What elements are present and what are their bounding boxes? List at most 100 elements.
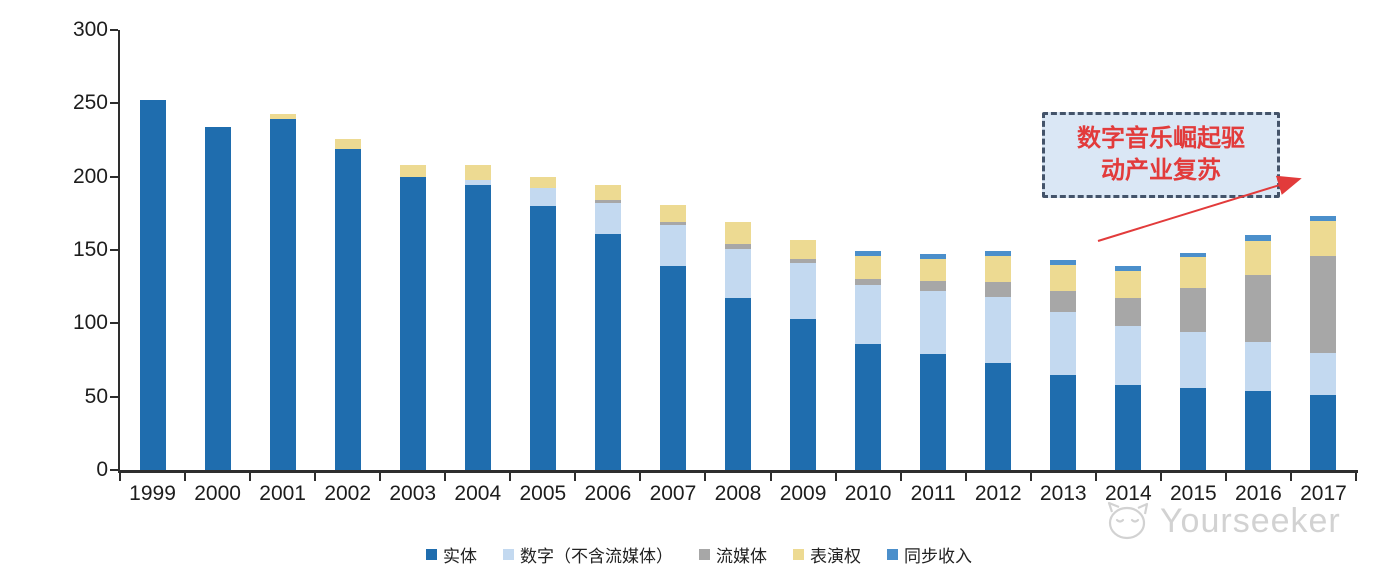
bar-segment <box>659 266 686 470</box>
y-axis-label: 150 <box>72 238 108 261</box>
y-axis-tick <box>110 102 118 105</box>
x-axis-label: 2008 <box>714 482 762 505</box>
cat-logo-icon <box>1107 501 1149 540</box>
legend-swatch-icon <box>887 549 898 560</box>
legend: 实体 数字（不含流媒体） 流媒体 表演权 同步收入 <box>0 542 1398 567</box>
bar-2010 <box>855 30 882 470</box>
bar-segment <box>1180 332 1207 388</box>
bar-segment <box>1115 270 1142 299</box>
bar-segment <box>1245 342 1272 391</box>
annotation-text-line1: 数字音乐崛起驱 <box>1077 124 1245 152</box>
bar-1999 <box>139 30 166 470</box>
bar-segment <box>1115 326 1142 385</box>
bar-segment <box>594 233 621 470</box>
bar-2016 <box>1245 30 1272 470</box>
bar-segment <box>529 176 556 189</box>
x-axis-label: 2007 <box>649 482 697 505</box>
plot-area: 0 50 100 150 200 250 300 1999 2000 2001 2002 2003 2… <box>73 18 1358 505</box>
y-axis <box>118 30 120 472</box>
bar-segment <box>1310 220 1337 256</box>
x-axis-label: 2011 <box>910 482 956 505</box>
bar-segment <box>659 204 686 223</box>
x-axis-tick <box>1224 473 1227 481</box>
bar-2007 <box>659 30 686 470</box>
x-axis-tick <box>964 473 967 481</box>
bar-segment <box>1180 257 1207 289</box>
x-axis-tick <box>899 473 902 481</box>
x-axis-tick <box>184 473 187 481</box>
legend-label: 同步收入 <box>904 547 972 566</box>
bar-segment <box>1310 255 1337 353</box>
legend-item: 流媒体 <box>699 542 767 567</box>
bar-segment <box>985 255 1012 283</box>
watermark-text: Yourseeker <box>1160 501 1341 540</box>
legend-item: 表演权 <box>793 542 861 567</box>
legend-swatch-icon <box>503 549 514 560</box>
x-axis-label: 2000 <box>194 482 241 505</box>
bar-segment <box>1180 387 1207 470</box>
bar-segment <box>855 343 882 470</box>
bar-2009 <box>790 30 817 470</box>
bar-segment <box>725 244 751 249</box>
x-axis-label: 2015 <box>1170 482 1217 505</box>
bar-2015 <box>1180 30 1207 470</box>
bar-2004 <box>464 30 491 470</box>
x-axis-label: 2013 <box>1039 482 1087 505</box>
y-axis-label: 200 <box>72 164 108 188</box>
bar-segment <box>1050 260 1077 265</box>
x-axis-tick <box>834 473 837 481</box>
bar-segment <box>269 119 296 470</box>
x-axis-tick <box>119 473 121 481</box>
x-axis-label: 2017 <box>1300 482 1347 505</box>
annotation-text-line2: 动产业复苏 <box>1101 157 1221 184</box>
bar-segment <box>334 148 361 470</box>
x-axis-label: 2004 <box>454 482 502 505</box>
legend-label: 表演权 <box>810 547 861 566</box>
x-axis-tick <box>769 473 772 481</box>
x-axis-label: 2009 <box>779 482 827 505</box>
x-axis-tick <box>1029 473 1032 481</box>
legend-swatch-icon <box>699 549 710 560</box>
legend-item: 实体 <box>426 542 477 567</box>
bar-segment <box>855 285 882 344</box>
annotation-box: 数字音乐崛起驱 动产业复苏 <box>1042 112 1280 198</box>
bar-segment <box>594 200 621 204</box>
bar-2012 <box>985 30 1012 470</box>
bar-segment <box>269 113 296 120</box>
bar-2002 <box>334 30 361 470</box>
y-axis-tick <box>110 249 118 251</box>
bar-segment <box>920 258 947 281</box>
x-axis-label: 2014 <box>1104 482 1152 505</box>
x-axis-tick <box>1289 473 1292 481</box>
bar-segment <box>529 206 556 470</box>
bar-segment <box>1310 216 1337 221</box>
bar-segment <box>790 318 817 470</box>
bar-segment <box>855 255 882 280</box>
bar-segment <box>985 251 1012 256</box>
bar-segment <box>204 126 231 470</box>
bar-segment <box>1180 252 1207 258</box>
bar-segment <box>399 164 426 177</box>
x-axis-label: 2001 <box>259 482 306 505</box>
bar-2011 <box>920 30 947 470</box>
bar-segment <box>1050 291 1077 312</box>
bar-segment <box>1050 311 1077 375</box>
x-axis-tick <box>509 473 512 481</box>
x-axis-tick <box>444 473 447 481</box>
y-axis-label: 0 <box>96 458 108 481</box>
y-axis-label: 250 <box>72 91 108 115</box>
bar-2008 <box>725 30 751 470</box>
bar-segment <box>1115 384 1142 470</box>
y-axis-tick <box>110 29 118 31</box>
x-axis-label: 2003 <box>389 482 437 505</box>
bar-segment <box>1115 298 1142 327</box>
bar-segment <box>1180 288 1207 333</box>
bar-2003 <box>399 30 426 470</box>
x-axis <box>118 470 1358 473</box>
y-axis-label: 300 <box>72 18 108 41</box>
bar-2017 <box>1310 30 1337 470</box>
bar-segment <box>594 185 621 201</box>
bar-segment <box>659 222 686 226</box>
bar-segment <box>725 298 751 470</box>
